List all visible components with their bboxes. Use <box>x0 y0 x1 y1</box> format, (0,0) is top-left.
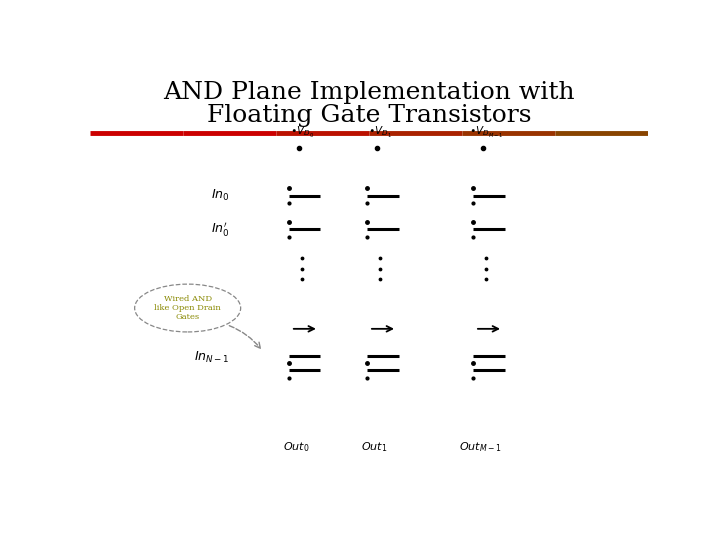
Text: $Out_0$: $Out_0$ <box>283 440 310 454</box>
Text: Floating Gate Transistors: Floating Gate Transistors <box>207 104 531 127</box>
Text: Wired AND
like Open Drain
Gates: Wired AND like Open Drain Gates <box>154 295 221 321</box>
Text: $\bullet V_{D_0}$: $\bullet V_{D_0}$ <box>290 125 314 140</box>
Text: $\bullet V_{D_1}$: $\bullet V_{D_1}$ <box>368 125 392 140</box>
Text: AND Plane Implementation with: AND Plane Implementation with <box>163 82 575 104</box>
Text: $\bullet V_{D_{M-1}}$: $\bullet V_{D_{M-1}}$ <box>469 125 503 140</box>
Text: $In_{N-1}$: $In_{N-1}$ <box>194 350 230 366</box>
Text: $In_0'$: $In_0'$ <box>211 220 230 238</box>
Text: $In_0$: $In_0$ <box>211 188 230 204</box>
Text: $Out_1$: $Out_1$ <box>361 440 388 454</box>
Text: $Out_{M-1}$: $Out_{M-1}$ <box>459 440 502 454</box>
